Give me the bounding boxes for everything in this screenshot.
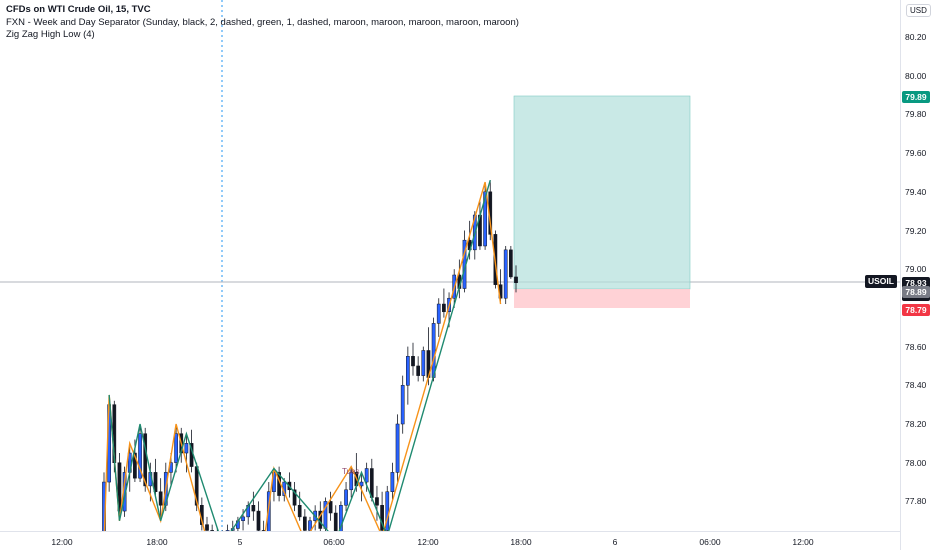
candle — [241, 516, 245, 522]
candle — [344, 489, 348, 506]
price-tick: 77.80 — [905, 496, 927, 507]
candle — [349, 472, 354, 491]
chart-area[interactable]: CFDs on WTI Crude Oil, 15, TVC FXN - Wee… — [0, 0, 900, 531]
price-tick: 80.00 — [905, 70, 927, 81]
candle — [133, 452, 137, 479]
candle — [411, 356, 415, 367]
candle — [158, 491, 163, 506]
candle — [431, 323, 436, 378]
legend-indicator-zigzag[interactable]: Zig Zag High Low (4) — [6, 29, 95, 40]
time-tick: 06:00 — [699, 537, 721, 547]
candle — [138, 433, 142, 479]
price-chart[interactable] — [0, 0, 900, 531]
candle — [308, 520, 312, 531]
candle — [416, 365, 420, 376]
price-tick: 79.00 — [905, 264, 927, 275]
candles-group — [102, 180, 518, 531]
time-tick: 5 — [237, 537, 243, 547]
candle — [421, 350, 426, 376]
time-tick: 18:00 — [510, 537, 532, 547]
time-tick: 6 — [612, 537, 618, 547]
price-tick: 80.20 — [905, 32, 927, 42]
time-tick: 12:00 — [417, 537, 439, 547]
zigzag-group — [103, 179, 502, 531]
price-tick: 79.60 — [905, 148, 927, 159]
price-tick: 78.00 — [905, 457, 927, 468]
candle — [395, 423, 400, 473]
candle — [256, 510, 261, 531]
chart-legend: CFDs on WTI Crude Oil, 15, TVC FXN - Wee… — [6, 4, 519, 42]
symbol-price-tag: USOIL — [865, 275, 897, 288]
candle — [509, 249, 513, 278]
legend-title[interactable]: CFDs on WTI Crude Oil, 15, TVC — [6, 4, 151, 15]
candle — [503, 249, 508, 299]
candle — [210, 530, 215, 531]
currency-button[interactable]: USD — [906, 4, 931, 17]
candle — [483, 191, 487, 247]
candle — [297, 505, 302, 518]
time-tick: 12:00 — [51, 537, 73, 547]
candle — [303, 516, 307, 531]
profit-zone[interactable] — [513, 95, 691, 290]
candle — [333, 512, 338, 531]
loss-zone[interactable] — [514, 289, 690, 308]
candle — [143, 433, 148, 487]
candle — [174, 433, 178, 463]
zigzag-line — [108, 179, 491, 531]
stop-price-label: 78.79 — [902, 303, 930, 316]
price-tick: 79.80 — [905, 109, 927, 120]
entry-price-label: 78.89 — [902, 286, 930, 299]
target-price-label: 79.89 — [902, 90, 930, 103]
candle — [261, 530, 266, 531]
candle — [205, 524, 209, 531]
candle — [339, 505, 343, 531]
candle — [328, 501, 333, 514]
time-axis[interactable]: 12:00 18:00 5 06:00 12:00 18:00 6 06:00 12:00 — [0, 531, 900, 551]
candle — [359, 481, 364, 487]
legend-indicator-separator[interactable]: FXN - Week and Day Separator (Sunday, bl… — [6, 16, 519, 28]
candle — [406, 356, 410, 386]
candle — [442, 303, 446, 313]
time-tick: 18:00 — [146, 537, 168, 547]
candle — [369, 468, 374, 498]
candle — [251, 505, 256, 512]
time-tick: 12:00 — [792, 537, 814, 547]
candle — [514, 276, 518, 283]
day-annotation-label: Tues — [342, 467, 360, 476]
candle — [436, 303, 441, 324]
price-tick: 78.60 — [905, 341, 927, 352]
price-tick: 79.40 — [905, 186, 927, 197]
price-axis[interactable]: USD 80.20 80.00 79.80 79.60 79.40 79.20 79.00 7… — [900, 0, 932, 550]
candle — [390, 472, 395, 492]
price-tick: 79.20 — [905, 225, 927, 236]
last-price-label: 78.93 — [902, 276, 930, 289]
price-tick: 78.20 — [905, 419, 927, 429]
price-tick: 78.40 — [905, 380, 927, 391]
candle — [153, 472, 158, 492]
candle — [292, 489, 297, 506]
candle — [184, 443, 189, 454]
time-tick: 06:00 — [323, 537, 345, 547]
candle — [364, 468, 369, 483]
candle — [375, 497, 379, 506]
candle — [225, 530, 230, 531]
zigzag-line — [103, 181, 502, 531]
candle — [117, 462, 122, 512]
candle — [400, 385, 405, 425]
